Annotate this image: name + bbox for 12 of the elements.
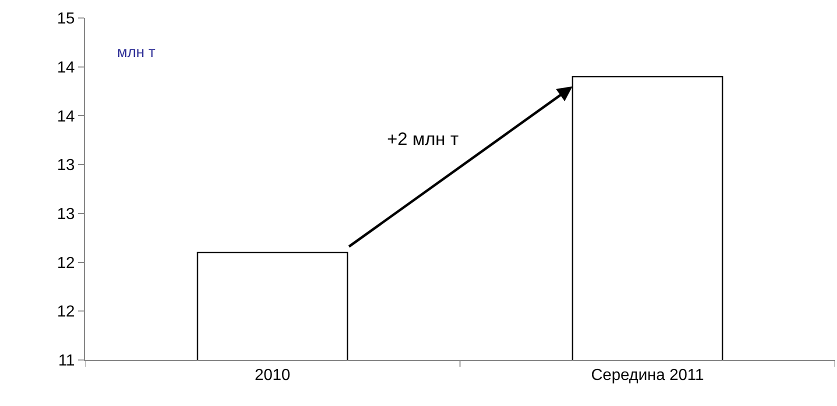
y-axis-title: млн т: [117, 44, 156, 61]
y-tick-label: 12: [57, 254, 75, 272]
y-tick-label: 12: [57, 304, 75, 321]
y-tick-label: 13: [57, 157, 75, 174]
x-tick-label: 2010: [254, 367, 290, 384]
y-tick-label: 13: [57, 206, 75, 224]
y-tick-label: 14: [57, 108, 75, 126]
y-tick-label: 14: [57, 59, 75, 76]
y-tick-label: 11: [58, 352, 75, 370]
x-tick-label: Середина 2011: [591, 367, 704, 384]
y-tick-label: 15: [57, 10, 75, 28]
annotation: +2 млн т: [387, 129, 459, 149]
